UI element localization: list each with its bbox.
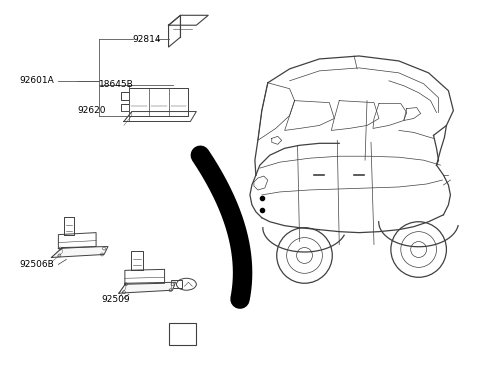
Text: 92506B: 92506B — [20, 260, 54, 269]
Polygon shape — [119, 282, 176, 293]
Text: 18645B: 18645B — [99, 80, 134, 89]
Text: 92509: 92509 — [101, 295, 130, 304]
Polygon shape — [51, 246, 108, 258]
Text: 92814: 92814 — [133, 35, 161, 44]
Text: 92601A: 92601A — [20, 76, 54, 85]
Bar — [170, 280, 182, 288]
Text: 92620: 92620 — [77, 106, 106, 115]
